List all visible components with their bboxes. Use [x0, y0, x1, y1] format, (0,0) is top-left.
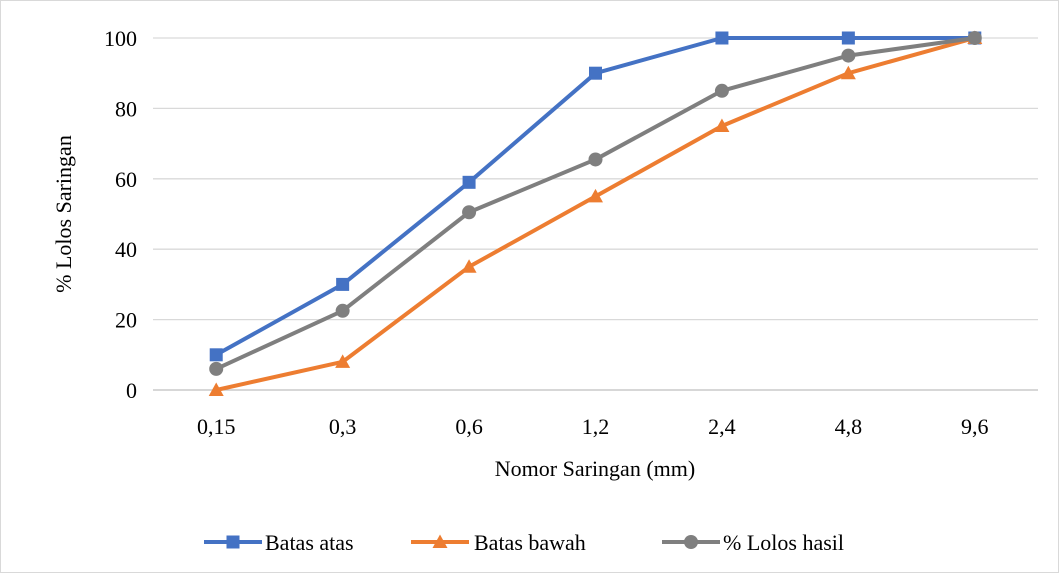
x-axis-ticks: 0,15 0,3 0,6 1,2 2,4 4,8 9,6 [197, 414, 989, 439]
data-point [967, 31, 982, 45]
legend-item: Batas atas [204, 530, 354, 555]
legend-label: Batas atas [265, 530, 354, 555]
x-tick-label: 9,6 [961, 414, 989, 439]
y-axis-title: % Lolos Saringan [51, 135, 76, 293]
data-point [841, 31, 855, 45]
series-3 [209, 31, 982, 376]
x-tick-label: 0,15 [197, 414, 236, 439]
data-point [841, 48, 856, 63]
legend-label: % Lolos hasil [723, 530, 844, 555]
series-line [214, 36, 977, 392]
data-point [209, 348, 223, 362]
x-tick-label: 2,4 [708, 414, 736, 439]
data-point [462, 205, 477, 220]
gridlines [153, 37, 1038, 391]
legend-item: % Lolos hasil [662, 530, 844, 555]
data-point [209, 361, 224, 376]
x-axis-title: Nomor Saringan (mm) [495, 456, 695, 481]
x-tick-label: 0,3 [329, 414, 357, 439]
data-point [335, 354, 351, 368]
data-point [588, 188, 603, 203]
legend: Batas atas Batas bawah % Lolos hasil [204, 530, 844, 555]
y-tick-label: 40 [115, 237, 137, 262]
y-tick-label: 80 [115, 96, 137, 121]
y-tick-label: 60 [115, 167, 137, 192]
y-axis-ticks: 0 20 40 60 80 100 [104, 26, 137, 403]
data-point [462, 175, 476, 189]
data-point [589, 66, 602, 80]
data-point [715, 31, 729, 45]
data-point [335, 303, 350, 318]
x-tick-label: 1,2 [582, 414, 610, 439]
legend-marker [432, 534, 448, 548]
data-point [714, 83, 729, 98]
legend-marker [684, 535, 698, 549]
legend-label: Batas bawah [474, 530, 586, 555]
data-point [714, 118, 730, 132]
legend-marker [226, 535, 240, 549]
x-tick-label: 4,8 [835, 414, 863, 439]
y-tick-label: 0 [126, 378, 137, 403]
data-point [336, 277, 350, 291]
y-tick-label: 100 [104, 26, 137, 51]
series-2 [208, 30, 983, 396]
x-tick-label: 0,6 [455, 414, 483, 439]
data-point [588, 152, 603, 167]
series-layer [208, 30, 983, 396]
y-tick-label: 20 [115, 308, 137, 333]
data-point [840, 65, 856, 80]
data-point [208, 382, 224, 396]
legend-item: Batas bawah [411, 530, 586, 555]
data-point [461, 259, 477, 273]
